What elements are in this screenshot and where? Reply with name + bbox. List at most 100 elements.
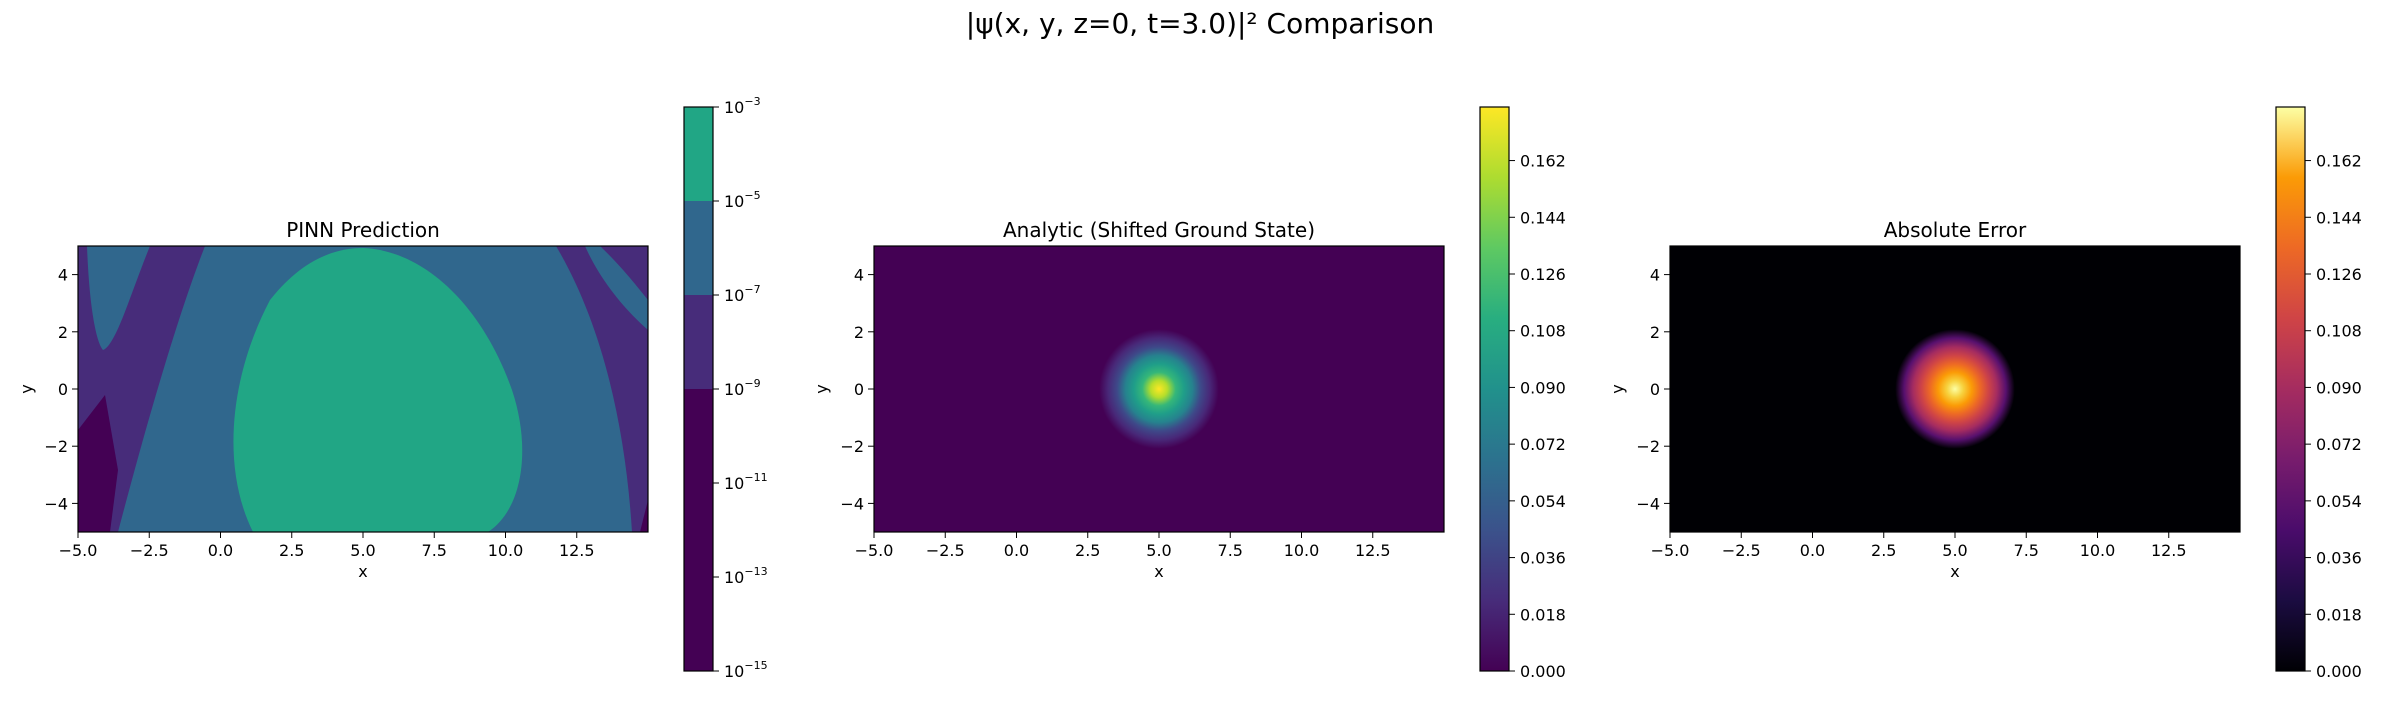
colorbar: 0.162 0.144 0.126 0.108 0.090 0.072 0.054 0.036…: [2275, 106, 2362, 681]
contour-region-center-blob: [233, 248, 523, 532]
colorbar-tick-exponent: −9: [744, 377, 760, 390]
y-tick-label: −2: [1636, 437, 1660, 456]
colorbar-tick-label: 10−3: [724, 95, 761, 117]
colorbar-tick-label: 10−7: [724, 283, 761, 305]
x-tick-label: −5.0: [59, 541, 98, 560]
colorbar-tick-label: 10−11: [724, 471, 768, 493]
x-axis-ticks: −5.0 −2.5 0.0 2.5 5.0 7.5 10.0 12.5: [855, 532, 1391, 560]
x-axis-label: x: [358, 562, 367, 581]
x-tick-label: 10.0: [488, 541, 524, 560]
colorbar-tick-label: 0.162: [1520, 152, 1566, 171]
colorbar-tick-label: 10−15: [724, 659, 768, 681]
colorbar-tick-exponent: −13: [744, 565, 767, 578]
y-tick-label: 4: [1650, 266, 1660, 285]
colorbar-tick-label: 0.126: [1520, 265, 1566, 284]
x-tick-label: 12.5: [2151, 541, 2187, 560]
x-tick-label: −2.5: [1722, 541, 1761, 560]
colorbar-frame: [1479, 106, 1510, 672]
colorbar-tick-label: 0.072: [2316, 435, 2362, 454]
colorbar-tick-exponent: −11: [744, 471, 767, 484]
colorbar-frame: [2275, 106, 2306, 672]
x-axis-ticks: −5.0 −2.5 0.0 2.5 5.0 7.5 10.0 12.5: [1651, 532, 2187, 560]
colorbar-gradient: [1480, 107, 1509, 671]
colorbar-tick-label: 0.000: [2316, 662, 2362, 681]
gaussian-peak: [1895, 329, 2015, 449]
colorbar-tick-label: 0.072: [1520, 435, 1566, 454]
colorbar-tick-label: 10−13: [724, 565, 768, 587]
y-tick-label: −4: [840, 494, 864, 513]
x-tick-label: −2.5: [926, 541, 965, 560]
colorbar-tick-label: 0.108: [1520, 322, 1566, 341]
x-tick-label: 5.0: [1146, 541, 1171, 560]
contour-region-upper-left: [87, 246, 150, 350]
y-tick-label: 0: [58, 380, 68, 399]
y-axis-ticks: 4 2 0 −2 −4: [44, 266, 78, 513]
colorbar-tick-label: 10−5: [724, 189, 761, 211]
x-axis-ticks: −5.0 −2.5 0.0 2.5 5.0 7.5 10.0 12.5: [59, 532, 595, 560]
colorbar-band: [684, 389, 713, 671]
colorbar-tick-label: 0.018: [2316, 605, 2362, 624]
contour-regions: [78, 246, 648, 532]
colorbar-tick-label: 0.090: [2316, 378, 2362, 397]
analytic-panel: Analytic (Shifted Ground State) −5.0 −2.5…: [812, 106, 1566, 681]
colorbar-gradient: [2276, 107, 2305, 671]
colorbar-tick-label: 0.000: [1520, 662, 1566, 681]
y-tick-label: −4: [1636, 494, 1660, 513]
x-tick-label: −2.5: [130, 541, 169, 560]
colorbar-tick-exponent: −7: [744, 283, 760, 296]
colorbar-ticks: 0.162 0.144 0.126 0.108 0.090 0.072 0.054 0.036…: [2305, 152, 2362, 681]
y-axis-ticks: 4 2 0 −2 −4: [1636, 266, 1670, 513]
x-tick-label: 5.0: [1942, 541, 1967, 560]
y-tick-label: 2: [854, 323, 864, 342]
contour-region-edge-right: [640, 500, 648, 532]
colorbar-tick-exponent: −15: [744, 659, 767, 672]
contour-region-edge-left: [78, 395, 118, 532]
x-tick-label: 0.0: [208, 541, 233, 560]
colorbar-tick-label: 0.036: [2316, 549, 2362, 568]
colorbar: 0.162 0.144 0.126 0.108 0.090 0.072 0.054 0.036…: [1479, 106, 1566, 681]
colorbar-tick-label: 0.144: [1520, 208, 1566, 227]
colorbar: 10−3 10−5 10−7 10−9 10−11 10−13 10−15: [683, 95, 768, 681]
x-tick-label: 7.5: [1218, 541, 1243, 560]
contour-region-corner-right: [600, 246, 648, 300]
pinn-prediction-panel: PINN Prediction −5.0 −2.5 0.0 2.5 5.0 7.5 10.0…: [17, 95, 768, 681]
panel-title: PINN Prediction: [286, 218, 440, 242]
y-tick-label: 2: [58, 323, 68, 342]
y-axis-ticks: 4 2 0 −2 −4: [840, 266, 874, 513]
colorbar-tick-label: 10−9: [724, 377, 761, 399]
colorbar-bands: [684, 107, 713, 671]
colorbar-band: [684, 107, 713, 201]
x-tick-label: 2.5: [1871, 541, 1896, 560]
y-tick-label: 0: [1650, 380, 1660, 399]
gaussian-peak: [1099, 329, 1219, 449]
x-tick-label: 10.0: [1284, 541, 1320, 560]
colorbar-tick-label: 0.054: [1520, 492, 1566, 511]
colorbar-band: [684, 201, 713, 295]
colorbar-tick-label: 0.054: [2316, 492, 2362, 511]
y-axis-label: y: [17, 384, 36, 393]
colorbar-tick-label: 0.018: [1520, 605, 1566, 624]
x-axis-label: x: [1154, 562, 1163, 581]
colorbar-ticks: 0.162 0.144 0.126 0.108 0.090 0.072 0.054 0.036…: [1509, 152, 1566, 681]
figure-suptitle: |ψ(x, y, z=0, t=3.0)|² Comparison: [966, 7, 1434, 40]
colorbar-tick-exponent: −5: [744, 189, 760, 202]
y-tick-label: 2: [1650, 323, 1660, 342]
y-tick-label: −4: [44, 494, 68, 513]
x-tick-label: 0.0: [1800, 541, 1825, 560]
y-tick-label: −2: [840, 437, 864, 456]
y-tick-label: −2: [44, 437, 68, 456]
x-tick-label: 7.5: [422, 541, 447, 560]
x-tick-label: 7.5: [2014, 541, 2039, 560]
x-axis-label: x: [1950, 562, 1959, 581]
colorbar-tick-label: 0.126: [2316, 265, 2362, 284]
colorbar-tick-label: 0.108: [2316, 322, 2362, 341]
y-tick-label: 4: [854, 266, 864, 285]
x-tick-label: 10.0: [2080, 541, 2116, 560]
colorbar-tick-label: 0.036: [1520, 549, 1566, 568]
x-tick-label: 12.5: [559, 541, 595, 560]
y-axis-label: y: [812, 384, 831, 393]
x-tick-label: 5.0: [350, 541, 375, 560]
colorbar-band: [684, 295, 713, 389]
colorbar-tick-label: 0.090: [1520, 378, 1566, 397]
